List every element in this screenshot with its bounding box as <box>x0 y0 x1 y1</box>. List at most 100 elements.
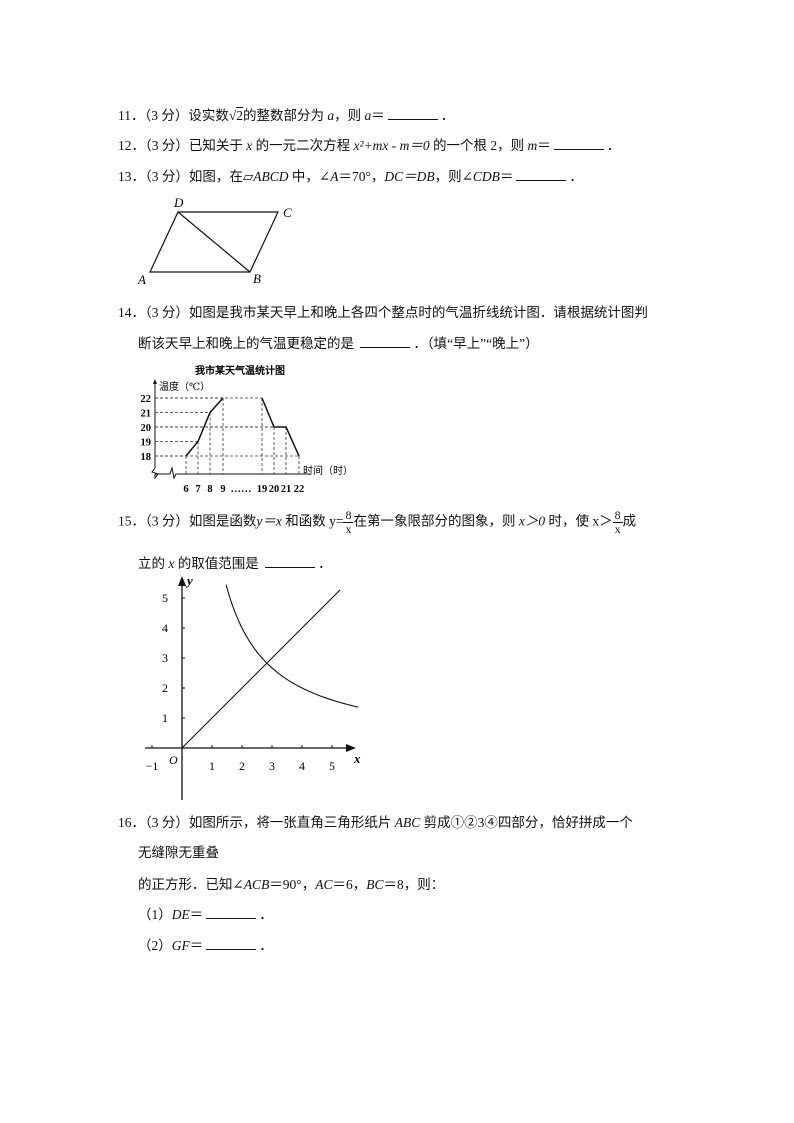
morning-line <box>185 397 224 457</box>
q-text: 的整数部分为 <box>243 108 328 123</box>
q-var: ACB <box>243 877 270 892</box>
answer-blank[interactable] <box>360 336 411 348</box>
q-text: 的取值范围是 <box>174 556 263 571</box>
y-tick-label: 5 <box>162 591 168 605</box>
q-number: 11． <box>118 108 145 123</box>
frac-num: 8 <box>343 508 354 523</box>
q-end: ． <box>259 938 273 953</box>
x-tick-label: 19 <box>257 484 268 495</box>
answer-blank[interactable] <box>265 556 316 568</box>
q-score: （3 分） <box>145 138 189 153</box>
y-tick-label: 21 <box>141 409 152 420</box>
q-var: x <box>592 513 600 529</box>
q-var: m <box>527 138 538 153</box>
y-axis-arrow <box>153 379 157 384</box>
q-eq: ＝ <box>189 907 204 922</box>
y-axis-label: 温度（℃） <box>159 380 210 393</box>
q-score: （3 分） <box>145 169 189 184</box>
x-axis-label: x <box>353 751 361 766</box>
q-score: （3 分） <box>145 815 189 830</box>
q-var: a <box>327 108 335 123</box>
x-tick-label: 1 <box>209 759 215 773</box>
q-text: 和函数 <box>281 513 330 529</box>
y-tick-label: 3 <box>162 651 168 665</box>
q-op: ＞ <box>599 513 613 529</box>
x-tick-label: 3 <box>269 759 275 773</box>
diagonal-db <box>177 211 251 273</box>
answer-blank[interactable] <box>206 938 257 950</box>
q-sublabel: （1） <box>138 907 172 922</box>
q-sublabel: （2） <box>138 938 172 953</box>
label-c: C <box>283 205 292 220</box>
origin-label: O <box>169 753 178 767</box>
question-15-line2: 立的 x 的取值范围是 ． <box>138 552 332 572</box>
curve-y-equals-8-over-x <box>225 584 359 708</box>
q-text: 立的 <box>138 556 169 571</box>
q-var: BC <box>366 877 384 892</box>
q-func: y= <box>329 513 344 529</box>
answer-blank[interactable] <box>206 907 257 919</box>
q-eq: ＝ <box>371 108 385 123</box>
x-tick-label: 8 <box>207 484 212 495</box>
q-var: DE <box>171 907 190 922</box>
y-tick-label: 18 <box>141 452 152 463</box>
question-14: 14．（3 分）如图是我市某天早上和晚上各四个整点时的气温折线统计图．请根据统计… <box>118 301 648 321</box>
evening-line <box>261 397 300 457</box>
q-text: 的正方形．已知∠ <box>138 877 244 892</box>
q-text: 时，使 <box>545 513 593 529</box>
chart-title: 我市某天气温统计图 <box>195 364 285 377</box>
q-var: AC <box>315 877 333 892</box>
q-text: 的一元二次方程 <box>252 138 354 153</box>
x-tick-label: 20 <box>269 484 280 495</box>
q-number: 13． <box>118 169 145 184</box>
q-text: 在第一象限部分的图象，则 <box>353 513 519 529</box>
q-score: （3 分） <box>145 513 189 529</box>
q-var: CDB <box>472 169 500 184</box>
x-tick-label: 4 <box>299 759 305 773</box>
q-var: GF <box>171 938 190 953</box>
q-score: （3 分） <box>145 305 189 320</box>
q-end: ． <box>569 169 583 184</box>
q-number: 16． <box>118 815 145 830</box>
x-tick-label: 21 <box>281 484 292 495</box>
q-cond: x＞0 <box>518 513 546 529</box>
q-func: y＝x <box>256 513 282 529</box>
q-var: x <box>246 138 253 153</box>
q-text: ，则 <box>334 108 365 123</box>
answer-blank[interactable] <box>553 138 604 150</box>
x-axis-label: 时间（时） <box>303 464 353 477</box>
frac-den: x <box>614 522 621 536</box>
question-16-sub2: （2）GF＝ ． <box>138 934 273 954</box>
q-text: ＝90°， <box>269 877 316 892</box>
x-tick-label: 22 <box>294 484 305 495</box>
sqrt-symbol: √2 <box>228 107 244 123</box>
y-tick-label: 1 <box>162 711 168 725</box>
y-tick-label: 20 <box>141 423 152 434</box>
answer-blank[interactable] <box>516 169 567 181</box>
q-text: 如图所示，将一张直角三角形纸片 <box>188 815 395 830</box>
q-var: ABCD <box>253 169 289 184</box>
question-13: 13．（3 分）如图，在▱ABCD 中，∠A＝70°，DC＝DB，则∠CDB＝ ． <box>118 165 583 185</box>
q-number: 12． <box>118 138 145 153</box>
answer-blank[interactable] <box>387 108 438 120</box>
q-score: （3 分） <box>144 108 189 123</box>
q-eq: ＝ <box>537 138 551 153</box>
q-var: a <box>364 108 372 123</box>
q-end: ． <box>606 138 621 153</box>
q-text: ．（填“早上”“晚上”） <box>413 336 539 351</box>
sqrt-arg: 2 <box>236 107 244 123</box>
y-axis-arrow <box>178 576 186 586</box>
x-tick-label: −1 <box>146 759 159 773</box>
q-var: x <box>168 556 175 571</box>
q-text: 断该天早上和晚上的气温更稳定的是 <box>138 336 358 351</box>
q-text: 设实数 <box>188 108 229 123</box>
question-12: 12．（3 分）已知关于 x 的一元二次方程 x²+mx - m＝0 的一个根 … <box>118 134 620 154</box>
q-var: A <box>330 169 339 184</box>
question-16-line3: 的正方形．已知∠ACB＝90°，AC＝6，BC＝8，则： <box>138 873 444 893</box>
label-d: D <box>173 195 184 210</box>
q-end: ． <box>440 108 455 123</box>
q-text: 如图是函数 <box>188 513 257 529</box>
